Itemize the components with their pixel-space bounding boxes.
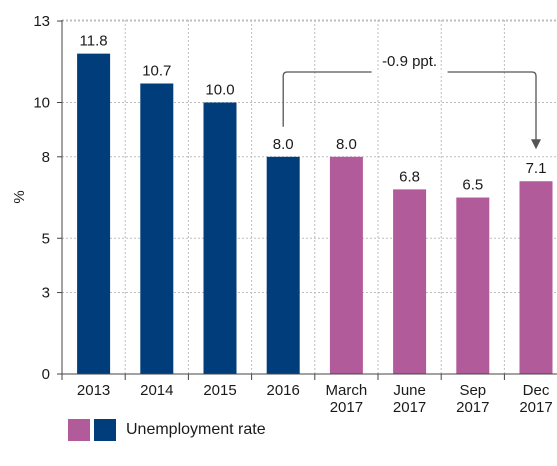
bar [519, 181, 553, 374]
value-label: 7.1 [526, 160, 547, 177]
value-label: 6.5 [462, 177, 483, 194]
bar [203, 102, 237, 374]
legend-swatch-blue [94, 419, 116, 441]
bars [77, 53, 553, 375]
y-tick-label: 0 [42, 366, 50, 383]
legend: Unemployment rate [68, 419, 266, 441]
bar [77, 53, 111, 374]
bar [329, 156, 363, 374]
x-tick-labels: 2013 2014 2015 2016 March2017June2017Sep2017… [77, 382, 553, 416]
y-tick-label: 5 [42, 230, 50, 247]
x-tick-label: Sep [459, 382, 486, 399]
value-label: 8.0 [336, 136, 357, 153]
legend-swatch-pink [68, 419, 90, 441]
y-tick-label: 3 [42, 285, 50, 302]
x-tick-label: 2017 [393, 399, 426, 416]
x-tick-label: 2017 [456, 399, 489, 416]
bar [266, 156, 300, 374]
annotation-arrowhead [531, 139, 541, 150]
value-labels: 11.8 10.7 10.0 8.0 8.0 6.8 6.5 7.1 [80, 33, 547, 194]
axes [61, 20, 557, 375]
bar [140, 83, 174, 375]
x-tick-label: 2016 [267, 382, 300, 399]
y-tick-label: 10 [33, 95, 50, 112]
bar [393, 189, 427, 374]
value-label: 8.0 [273, 136, 294, 153]
x-tick-label: 2017 [330, 399, 363, 416]
annotation-label: -0.9 ppt. [382, 53, 437, 70]
x-tick-label: June [393, 382, 426, 399]
y-tick-label: 13 [33, 13, 50, 30]
value-label: 10.0 [205, 82, 234, 99]
x-tick-label: 2015 [203, 382, 236, 399]
bar [456, 197, 490, 374]
annotation-bracket [282, 71, 537, 142]
y-tick-label: 8 [42, 149, 50, 166]
value-label: 11.8 [80, 33, 108, 50]
value-label: 10.7 [142, 62, 171, 79]
x-tick-label: 2017 [519, 399, 552, 416]
annotation: -0.9 ppt. [282, 53, 541, 150]
value-label: 6.8 [399, 168, 420, 185]
legend-label: Unemployment rate [126, 421, 266, 438]
x-tick-label: 2014 [140, 382, 173, 399]
y-tick-labels: 0 3 5 8 10 13 [33, 13, 505, 383]
x-tick-label: 2013 [77, 382, 110, 399]
x-tick-label: March [326, 382, 368, 399]
annotation-label-bg [371, 70, 448, 74]
x-tick-label: Dec [523, 382, 550, 399]
y-axis-label: % [11, 190, 28, 203]
